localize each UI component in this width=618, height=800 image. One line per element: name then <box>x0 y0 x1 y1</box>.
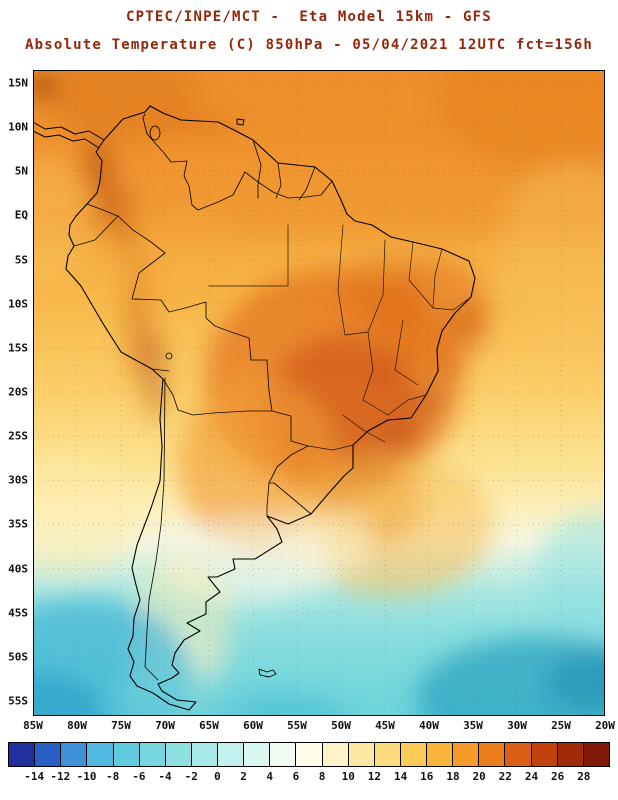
colorbar-cell-18 <box>479 743 506 766</box>
colorbar-label-12: 12 <box>367 770 382 783</box>
lon-axis-labels: 85W 80W 75W 70W 65W 60W 55W 50W 45W 40W 35W 30W 25W 2… <box>23 719 615 733</box>
colorbar-cell-8 <box>218 743 245 766</box>
colorbar-cell-3 <box>87 743 114 766</box>
title-line-1: CPTEC/INPE/MCT - Eta Model 15km - GFS <box>126 9 492 25</box>
colorbar-cell-16 <box>427 743 454 766</box>
colorbar-label-8: 8 <box>318 770 326 783</box>
country-borders <box>73 113 333 681</box>
trinidad-island <box>236 118 245 126</box>
colorbar-label-24: 24 <box>524 770 539 783</box>
lon-tick-45W: 45W <box>375 719 395 732</box>
lat-tick-20S: 20S <box>8 385 28 399</box>
colorbar-label--6: -6 <box>132 770 146 783</box>
lat-tick-15N: 15N <box>8 76 28 90</box>
lat-tick-10S: 10S <box>8 297 28 311</box>
colorbar-label-22: 22 <box>498 770 512 783</box>
colorbar-label--14: -14 <box>24 770 45 783</box>
colorbar-label--8: -8 <box>106 770 120 783</box>
lon-tick-65W: 65W <box>199 719 219 732</box>
map-area <box>0 30 618 767</box>
lon-tick-55W: 55W <box>287 719 307 732</box>
falkland-islands <box>258 668 277 678</box>
lat-tick-55S: 55S <box>8 694 28 708</box>
lat-tick-EQ: EQ <box>14 208 28 222</box>
colorbar-cell-7 <box>191 743 218 766</box>
lon-tick-80W: 80W <box>67 719 87 732</box>
colorbar-tick-labels: -14 -12 -10 -8 -6 -4 -2 0 2 4 6 8 10 12 14 16 18 20 22 24 26… <box>8 770 610 784</box>
colorbar-cell-10 <box>270 743 297 766</box>
colorbar-cell-22 <box>583 743 609 766</box>
coastline <box>65 105 476 711</box>
brazil-state-borders <box>208 224 472 451</box>
colorbar-label-4: 4 <box>266 770 274 783</box>
colorbar-cell-6 <box>165 743 192 766</box>
lon-tick-35W: 35W <box>463 719 483 732</box>
lon-tick-75W: 75W <box>111 719 131 732</box>
lat-tick-5S: 5S <box>14 253 28 267</box>
lon-tick-30W: 30W <box>507 719 527 732</box>
lake-titicaca <box>165 352 173 360</box>
lat-tick-15S: 15S <box>8 341 28 355</box>
lon-tick-40W: 40W <box>419 719 439 732</box>
lat-tick-5N: 5N <box>14 164 28 178</box>
lat-tick-35S: 35S <box>8 517 28 531</box>
colorbar-cell-1 <box>35 743 62 766</box>
colorbar-label-10: 10 <box>341 770 355 783</box>
lon-tick-85W: 85W <box>23 719 43 732</box>
colorbar-cell-12 <box>322 743 349 766</box>
lat-tick-25S: 25S <box>8 429 28 443</box>
title-line-2: Absolute Temperature (C) 850hPa - 05/04/… <box>24 37 594 53</box>
colorbar-label-2: 2 <box>240 770 247 783</box>
colorbar-cell-19 <box>505 743 532 766</box>
colorbar-label--12: -12 <box>50 770 71 783</box>
colorbar-cell-0 <box>9 743 36 766</box>
lat-tick-30S: 30S <box>8 473 28 487</box>
lake-maracaibo <box>149 125 161 141</box>
coastline-and-borders <box>32 105 476 711</box>
colorbar-cell-2 <box>61 743 88 766</box>
map-border <box>33 70 605 716</box>
colorbar-label-26: 26 <box>551 770 565 783</box>
colorbar-cell-14 <box>374 743 401 766</box>
colorbar-cell-21 <box>557 743 584 766</box>
colorbar-label-0: 0 <box>214 770 221 783</box>
colorbar-cell-5 <box>139 743 166 766</box>
lat-tick-50S: 50S <box>8 650 28 664</box>
central-america-coast <box>32 121 105 149</box>
temperature-map-svg <box>0 30 618 767</box>
lat-axis-labels: 15N 10N 5N EQ 5S 10S 15S 20S 25S 30S 35S 40S 45S 50S 5… <box>0 70 31 716</box>
colorbar-label--10: -10 <box>76 770 97 783</box>
lon-tick-60W: 60W <box>243 719 263 732</box>
colorbar-label-16: 16 <box>420 770 434 783</box>
temperature-colorbar <box>8 742 610 767</box>
colorbar-cell-11 <box>296 743 323 766</box>
colorbar-label-18: 18 <box>446 770 460 783</box>
lat-tick-10N: 10N <box>8 120 28 134</box>
colorbar-label--2: -2 <box>184 770 198 783</box>
lon-tick-20W: 20W <box>595 719 615 732</box>
lon-tick-50W: 50W <box>331 719 351 732</box>
colorbar-cell-17 <box>453 743 480 766</box>
colorbar-label--4: -4 <box>158 770 172 783</box>
colorbar-cell-20 <box>531 743 558 766</box>
colorbar-cell-4 <box>113 743 140 766</box>
lon-tick-70W: 70W <box>155 719 175 732</box>
colorbar-label-20: 20 <box>472 770 486 783</box>
colorbar-cell-15 <box>400 743 427 766</box>
colorbar-label-6: 6 <box>292 770 300 783</box>
colorbar-cell-9 <box>244 743 271 766</box>
graticule-gridlines <box>33 70 605 716</box>
lat-tick-45S: 45S <box>8 606 28 620</box>
colorbar-label-28: 28 <box>577 770 591 783</box>
lat-tick-40S: 40S <box>8 562 28 576</box>
lon-tick-25W: 25W <box>551 719 571 732</box>
colorbar-cell-13 <box>348 743 375 766</box>
colorbar-label-14: 14 <box>393 770 408 783</box>
